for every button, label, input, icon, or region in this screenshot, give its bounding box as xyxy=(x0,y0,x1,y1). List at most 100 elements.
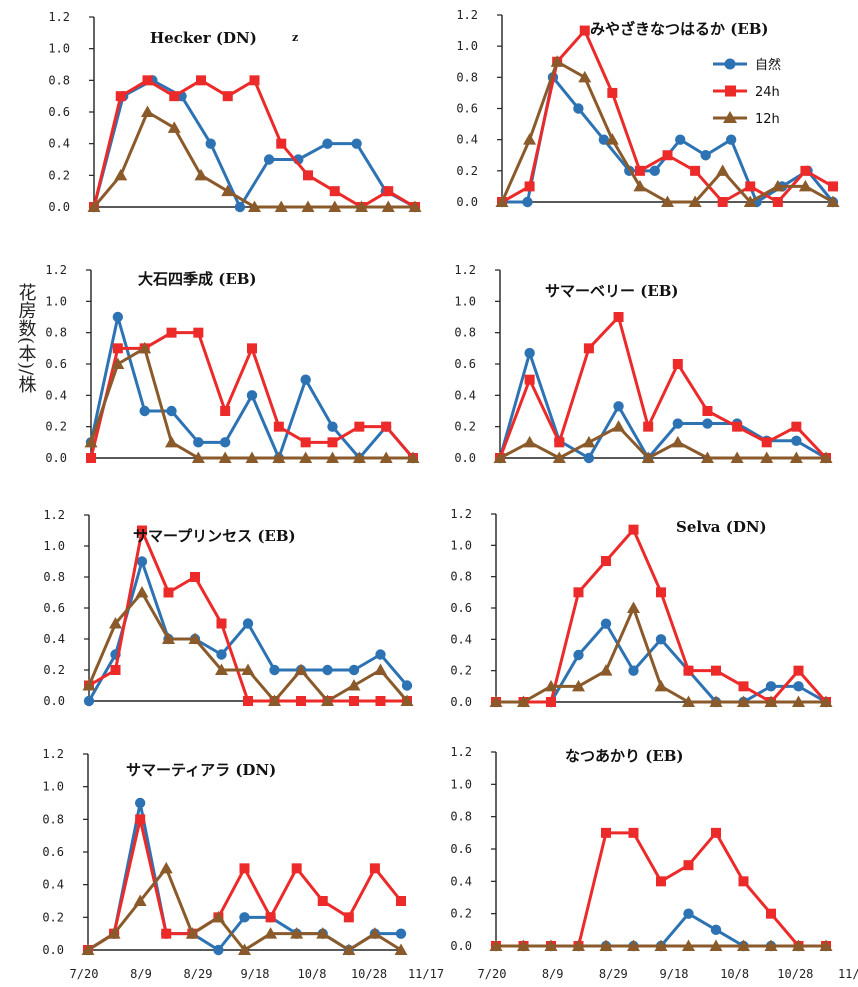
data-point xyxy=(205,138,216,149)
x-tick-label: 8/9 xyxy=(542,967,564,981)
chart-panel: 0.0 0.2 0.4 0.6 0.8 1.0 1.2 みやざきなつはるか (EB) xyxy=(456,8,840,209)
data-point xyxy=(138,341,152,354)
y-tick-label: 1.2 xyxy=(42,747,64,761)
y-tick-label: 0.0 xyxy=(454,451,476,465)
data-point xyxy=(819,939,833,951)
data-point xyxy=(711,827,721,838)
data-point xyxy=(826,195,840,207)
data-point xyxy=(408,200,422,212)
data-point xyxy=(163,587,174,598)
chart-title: なつあかり (EB) xyxy=(565,747,684,765)
data-point xyxy=(161,928,172,939)
y-tick-label: 1.0 xyxy=(454,294,476,308)
series-line xyxy=(498,315,828,460)
y-tick-label: 1.0 xyxy=(48,42,70,56)
y-tick-label: 0.0 xyxy=(43,694,65,708)
data-point xyxy=(682,695,695,707)
y-tick-label: 0.2 xyxy=(43,663,65,677)
data-point xyxy=(211,910,225,923)
data-point xyxy=(188,632,202,644)
data-point xyxy=(583,343,594,354)
data-point xyxy=(819,451,833,463)
data-point xyxy=(522,196,533,208)
x-tick-label: 9/18 xyxy=(660,967,689,981)
chart-panel: 0.0 0.2 0.4 0.6 0.8 1.0 1.2 なつあかり (EB) xyxy=(450,745,833,953)
series-line xyxy=(88,529,407,703)
data-point xyxy=(375,696,386,706)
data-point xyxy=(544,679,558,692)
data-point xyxy=(329,186,340,197)
data-point xyxy=(317,896,328,906)
data-point xyxy=(688,195,702,207)
data-point xyxy=(761,437,772,448)
data-point xyxy=(745,181,756,192)
data-point xyxy=(766,908,776,919)
y-tick-label: 0.0 xyxy=(45,451,67,465)
y-tick-label: 1.0 xyxy=(43,539,65,553)
data-point xyxy=(159,861,173,874)
y-axis-label: 花房数(本)/株 xyxy=(16,283,37,393)
y-tick-label: 0.0 xyxy=(450,939,472,953)
data-point xyxy=(133,894,147,906)
data-point xyxy=(190,572,200,582)
y-tick-label: 1.2 xyxy=(43,508,65,522)
data-point xyxy=(493,451,507,463)
chart-title: みやざきなつはるか (EB) xyxy=(590,20,769,38)
data-point xyxy=(301,200,315,212)
chart-title: サマープリンセス (EB) xyxy=(133,527,296,545)
data-point xyxy=(627,601,640,613)
data-point xyxy=(633,179,647,192)
data-point xyxy=(272,451,286,463)
y-tick-label: 0.2 xyxy=(48,168,70,182)
y-tick-label: 0.8 xyxy=(45,326,67,340)
series-line xyxy=(87,817,403,952)
y-tick-label: 1.0 xyxy=(42,780,64,794)
data-point xyxy=(573,103,584,114)
data-point xyxy=(321,694,334,706)
data-point xyxy=(582,435,596,448)
legend-label: 自然 xyxy=(755,57,781,73)
series-line xyxy=(496,528,828,704)
data-point xyxy=(218,451,232,463)
data-point xyxy=(672,359,683,369)
data-point xyxy=(381,421,392,432)
y-tick-label: 0.8 xyxy=(450,570,472,584)
data-point xyxy=(213,944,224,956)
data-point xyxy=(395,928,407,939)
y-tick-label: 1.2 xyxy=(456,8,478,22)
data-point xyxy=(351,138,362,149)
data-point xyxy=(379,451,393,463)
data-point xyxy=(265,912,276,923)
data-point xyxy=(628,827,639,838)
data-point xyxy=(107,927,121,939)
data-point xyxy=(342,943,356,955)
data-point xyxy=(656,587,666,598)
y-tick-label: 0.6 xyxy=(450,842,472,856)
data-point xyxy=(828,181,838,192)
data-point xyxy=(791,435,802,446)
data-point xyxy=(221,184,235,197)
x-tick-label: 8/29 xyxy=(184,967,213,981)
data-point xyxy=(655,634,667,645)
data-point xyxy=(771,179,785,192)
x-tick-label: 11/17 xyxy=(408,967,444,981)
y-tick-label: 0.8 xyxy=(450,810,472,824)
data-point xyxy=(348,664,360,676)
data-point xyxy=(268,694,281,706)
data-point xyxy=(605,133,619,145)
y-tick-label: 0.6 xyxy=(454,357,476,371)
data-point xyxy=(134,797,146,809)
y-tick-label: 0.0 xyxy=(42,943,64,957)
legend-marker xyxy=(723,111,737,123)
y-tick-label: 0.2 xyxy=(42,910,64,924)
data-point xyxy=(273,421,284,432)
data-point xyxy=(247,343,257,354)
x-tick-label: 10/8 xyxy=(298,967,327,981)
data-point xyxy=(263,154,275,165)
data-point xyxy=(546,697,556,707)
chart-panel: 0.0 0.2 0.4 0.6 0.8 1.0 1.2 Selva (DN) xyxy=(450,507,833,709)
y-tick-label: 1.0 xyxy=(456,39,478,53)
data-point xyxy=(711,665,721,676)
data-point xyxy=(142,75,153,86)
data-point xyxy=(234,201,246,213)
